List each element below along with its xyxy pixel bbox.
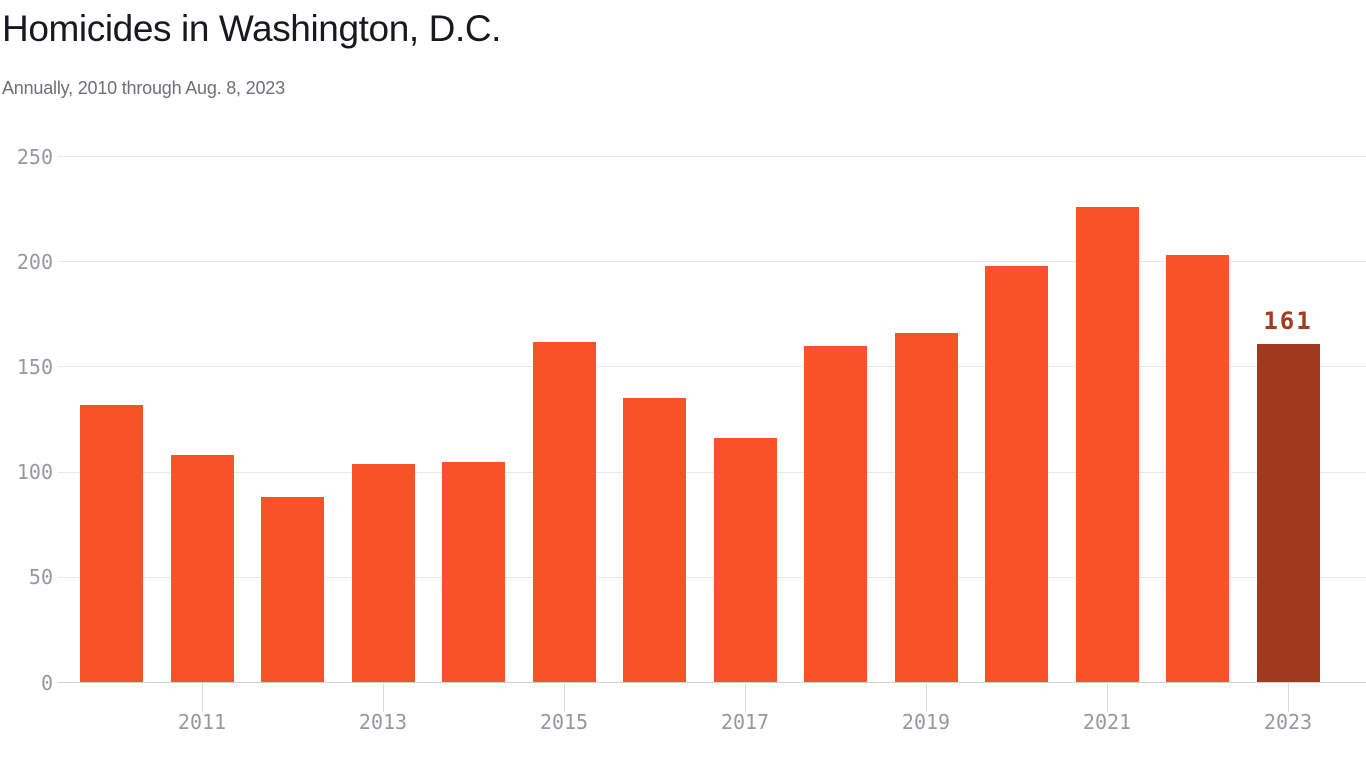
bar-2022: [1166, 255, 1229, 683]
y-axis-label-50: 50: [28, 565, 53, 590]
bar-2017: [713, 438, 777, 683]
x-axis-tick-2015: [563, 683, 565, 712]
y-axis-label-200: 200: [16, 249, 53, 274]
x-axis-label-2017: 2017: [720, 710, 770, 734]
x-axis-tick-2013: [382, 683, 384, 712]
x-axis-label-2011: 2011: [177, 710, 227, 734]
gridline-100: [58, 471, 1366, 473]
bar-2023: [1256, 343, 1320, 683]
x-axis-tick-2017: [744, 683, 746, 712]
x-axis-label-2015: 2015: [539, 710, 589, 734]
y-axis-label-100: 100: [16, 460, 53, 485]
bar-2013: [351, 463, 415, 683]
gridline-200: [58, 261, 1366, 263]
x-axis-label-2019: 2019: [901, 710, 951, 734]
bar-2019: [894, 333, 958, 683]
chart-subtitle: Annually, 2010 through Aug. 8, 2023: [2, 78, 285, 98]
x-axis-label-2021: 2021: [1082, 710, 1132, 734]
y-axis-label-250: 250: [16, 144, 53, 169]
bar-2018: [804, 345, 867, 683]
y-axis-label-150: 150: [16, 354, 53, 379]
bar-2011: [170, 455, 234, 683]
x-axis-tick-2011: [201, 683, 203, 712]
gridline-250: [58, 156, 1366, 157]
bar-2014: [442, 461, 505, 683]
x-axis-label-2023: 2023: [1263, 710, 1313, 734]
x-axis-tick-2023: [1287, 683, 1289, 712]
x-axis-tick-2021: [1106, 683, 1108, 712]
chart-title: Homicides in Washington, D.C.: [2, 8, 502, 49]
gridline-150: [58, 366, 1366, 368]
gridline-0: [58, 682, 1366, 683]
bar-2012: [261, 497, 324, 683]
bar-value-label-2023: 161: [1263, 306, 1313, 335]
x-axis-tick-2019: [925, 683, 927, 712]
bar-2010: [80, 404, 143, 683]
bar-2016: [623, 398, 686, 683]
y-axis-label-0: 0: [40, 670, 53, 695]
bar-2020: [985, 265, 1048, 683]
bar-2021: [1075, 206, 1139, 683]
bar-2015: [532, 341, 596, 683]
gridline-50: [58, 576, 1366, 578]
x-axis-label-2013: 2013: [358, 710, 408, 734]
